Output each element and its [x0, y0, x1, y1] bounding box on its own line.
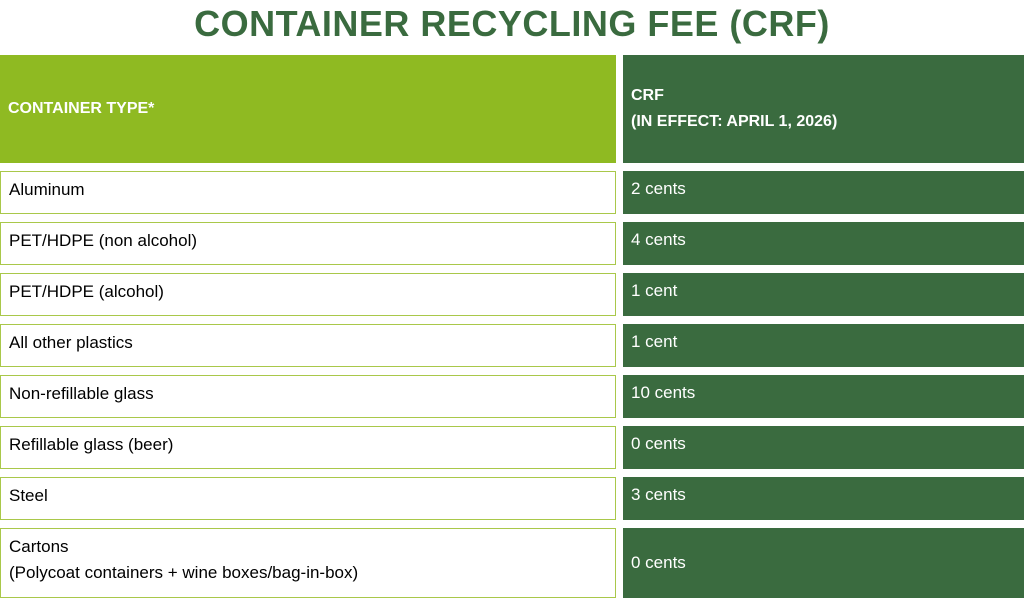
table-row-fee: 0 cents	[623, 528, 1024, 598]
table-row-fee: 1 cent	[623, 324, 1024, 367]
page-title: CONTAINER RECYCLING FEE (CRF)	[194, 3, 830, 44]
container-type-cell-detail: (Polycoat containers + wine boxes/bag-in…	[9, 563, 359, 582]
table-row-type: All other plastics	[0, 324, 616, 367]
table-row-type: Refillable glass (beer)	[0, 426, 616, 469]
container-type-cell: PET/HDPE (non alcohol)	[9, 231, 198, 250]
fee-cell: 1 cent	[631, 281, 678, 300]
column-header-crf-label: CRF	[631, 87, 664, 104]
column-header-container-type: CONTAINER TYPE*	[0, 55, 616, 163]
column-header-crf: CRF (IN EFFECT: APRIL 1, 2026)	[623, 55, 1024, 163]
container-type-cell: Refillable glass (beer)	[9, 435, 174, 454]
fee-cell: 0 cents	[631, 553, 686, 572]
column-header-crf-effective-date: (IN EFFECT: APRIL 1, 2026)	[631, 113, 838, 130]
table-row-type: Cartons (Polycoat containers + wine boxe…	[0, 528, 616, 598]
container-type-cell: PET/HDPE (alcohol)	[9, 282, 164, 301]
table-row-fee: 10 cents	[623, 375, 1024, 418]
fee-cell: 3 cents	[631, 485, 686, 504]
table-row-type: Non-refillable glass	[0, 375, 616, 418]
table-row-fee: 1 cent	[623, 273, 1024, 316]
fee-cell: 2 cents	[631, 179, 686, 198]
container-type-cell: Steel	[9, 486, 48, 505]
container-type-cell: Non-refillable glass	[9, 384, 154, 403]
table-row-fee: 0 cents	[623, 426, 1024, 469]
fee-cell: 0 cents	[631, 434, 686, 453]
table-row-type: PET/HDPE (non alcohol)	[0, 222, 616, 265]
fee-cell: 4 cents	[631, 230, 686, 249]
table-row-type: Steel	[0, 477, 616, 520]
fee-cell: 1 cent	[631, 332, 678, 351]
column-header-container-type-label: CONTAINER TYPE*	[8, 100, 155, 117]
table-row-fee: 2 cents	[623, 171, 1024, 214]
table-row-fee: 4 cents	[623, 222, 1024, 265]
fee-cell: 10 cents	[631, 383, 696, 402]
table-row-type: Aluminum	[0, 171, 616, 214]
table-row-type: PET/HDPE (alcohol)	[0, 273, 616, 316]
container-type-cell: Cartons	[9, 537, 69, 556]
container-type-cell: All other plastics	[9, 333, 133, 352]
container-type-cell: Aluminum	[9, 180, 85, 199]
table-row-fee: 3 cents	[623, 477, 1024, 520]
